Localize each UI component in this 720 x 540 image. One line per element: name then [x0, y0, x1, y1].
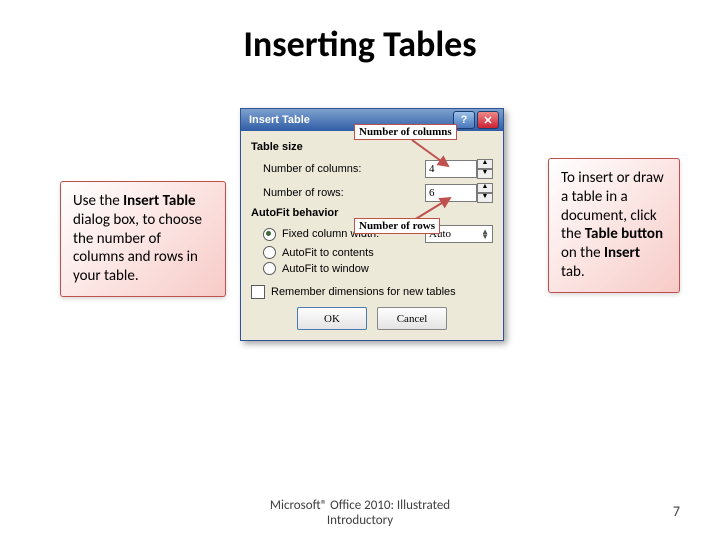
- ok-button[interactable]: OK: [297, 307, 367, 330]
- radio-window-label: AutoFit to window: [282, 263, 369, 275]
- checkbox-icon: [251, 285, 265, 299]
- num-rows-label: Number of rows:: [251, 187, 425, 199]
- footer: Microsoft® Office 2010: Illustrated Intr…: [0, 499, 720, 528]
- page-number: 7: [673, 503, 680, 520]
- remember-label: Remember dimensions for new tables: [271, 286, 456, 298]
- remember-checkbox-row[interactable]: Remember dimensions for new tables: [251, 285, 493, 299]
- radio-icon: [263, 262, 276, 275]
- callout-right: To insert or draw a table in a document,…: [548, 158, 680, 293]
- radio-icon: [263, 246, 276, 259]
- radio-contents-label: AutoFit to contents: [282, 247, 374, 259]
- cancel-button[interactable]: Cancel: [377, 307, 447, 330]
- chevron-down-icon: ▼: [481, 234, 489, 239]
- annotation-cols-box: Number of columns: [354, 124, 457, 140]
- callout-left: Use the Insert Table dialog box, to choo…: [60, 181, 226, 297]
- radio-autofit-window[interactable]: AutoFit to window: [251, 262, 493, 275]
- group-table-size: Table size: [251, 141, 493, 153]
- spin-down-icon[interactable]: ▼: [477, 169, 493, 179]
- close-button[interactable]: ✕: [477, 111, 499, 129]
- radio-icon: [263, 228, 276, 241]
- arrow-cols-icon: [408, 138, 454, 172]
- slide-title: Inserting Tables: [0, 22, 720, 66]
- radio-autofit-contents[interactable]: AutoFit to contents: [251, 246, 493, 259]
- annotation-rows-box: Number of rows: [354, 218, 440, 234]
- footer-line1: Microsoft® Office 2010: Illustrated: [270, 498, 450, 513]
- num-columns-label: Number of columns:: [251, 163, 425, 175]
- footer-line2: Introductory: [327, 513, 393, 528]
- spin-up-icon[interactable]: ▲: [477, 159, 493, 169]
- spin-up-icon[interactable]: ▲: [477, 183, 493, 193]
- spin-down-icon[interactable]: ▼: [477, 193, 493, 203]
